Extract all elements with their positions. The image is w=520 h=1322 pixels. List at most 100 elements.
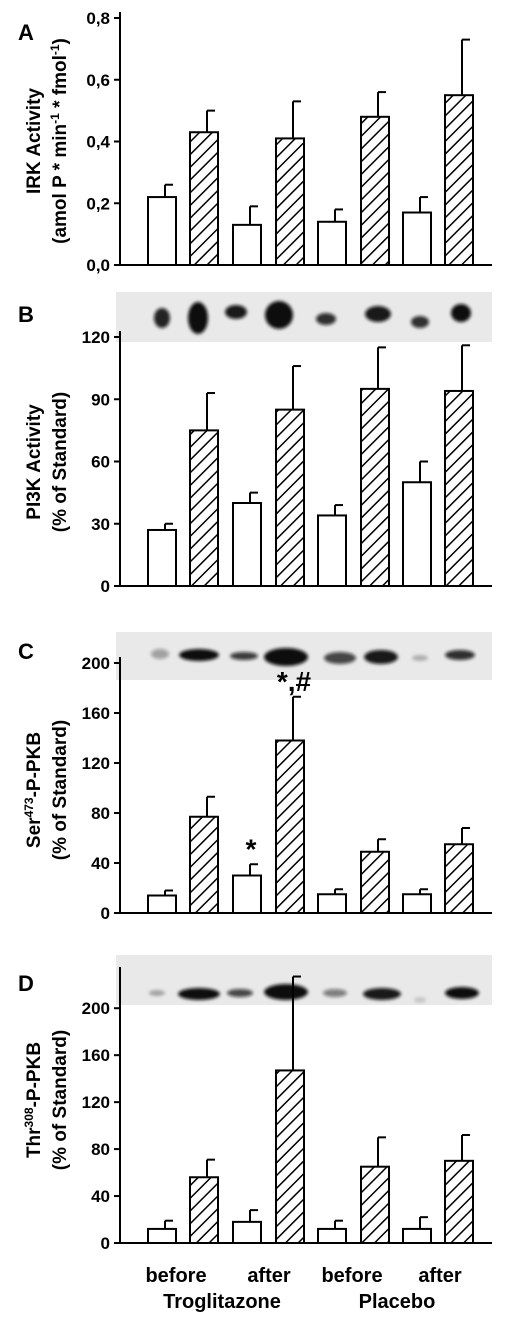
y-tick-label: 160 [82,1046,110,1065]
blot-band-7 [414,997,426,1003]
blot-band-6 [364,650,398,664]
bar-4 [275,739,305,914]
y-tick-label: 200 [82,654,110,673]
bar-3 [232,1220,262,1244]
blot-image-B [116,292,492,342]
y-tick-label: 80 [91,804,110,823]
bar-6 [360,387,390,587]
blot-background [116,292,492,342]
y-tick-label: 0 [101,904,110,923]
y-axis-label: IRK Activity (amol P * min-1 * fmol-1) [24,38,71,244]
y-tick-label: 200 [82,999,110,1018]
y-tick-label: 40 [91,1187,110,1206]
panel-A: A 0,0 0,2 0,4 0,6 0,8 IRK Activity (amol P * mi… [18,9,492,275]
x-label-before-troglitazone: before [145,1265,206,1287]
blot-band-4 [264,984,308,1000]
blot-image-D [116,955,492,1005]
blot-band-2 [178,988,220,1000]
panel-letter-D: D [18,971,34,996]
bar-5 [317,1227,347,1245]
bar-7 [402,481,432,587]
blot-band-3 [227,989,253,997]
blot-band-8 [445,987,479,999]
y-axis-label: Ser473-P-PKB (% of Standard) [22,720,71,860]
x-label-before-placebo: before [321,1265,382,1287]
bar-5 [317,220,347,266]
y-tick-label: 40 [91,854,110,873]
blot-band-5 [316,313,336,325]
bar-5 [317,514,347,588]
blot-band-1 [151,649,169,659]
blot-band-3 [225,305,247,319]
panel-B: B 0 30 60 90 120 PI3K Activity (% of Standard) [18,292,492,596]
y-tick-label: 120 [82,754,110,773]
bar-8 [444,1159,474,1244]
bar-1 [147,894,177,914]
y-tick-label: 120 [82,1093,110,1112]
y-tick-label: 0,2 [86,194,110,213]
y-tick-label: 0 [101,1234,110,1253]
y-tick-label: 60 [91,453,110,472]
bar-5 [317,893,347,914]
panels: A 0,0 0,2 0,4 0,6 0,8 IRK Activity (amol P * mi… [18,9,492,1253]
y-tick-label: 160 [82,704,110,723]
blot-band-6 [365,306,391,322]
blot-band-7 [411,316,429,328]
y-tick-label: 0,8 [86,9,110,28]
bar-7 [402,1227,432,1245]
bar-4 [275,408,305,587]
blot-band-4 [265,301,293,329]
bar-3 [232,874,262,914]
blot-band-2 [188,302,208,334]
bar-8 [444,843,474,914]
bar-1 [147,196,177,266]
bar-8 [444,389,474,588]
blot-band-7 [412,655,428,661]
y-tick-label: 120 [82,328,110,347]
panel-letter-A: A [18,20,34,45]
panel-C: C 0 40 80 120 160 200 Ser473-P-PKB (% of Standar… [18,632,492,923]
x-label-after-troglitazone: after [247,1265,291,1287]
bar-2 [189,429,219,587]
x-label-placebo: Placebo [359,1291,436,1313]
bar-2 [189,1176,219,1244]
bar-6 [360,1165,390,1245]
bar-7 [402,211,432,266]
blot-band-1 [149,990,165,996]
panel-letter-C: C [18,639,34,664]
bar-3 [232,223,262,267]
blot-band-3 [230,652,258,660]
blot-band-5 [324,652,356,664]
blot-band-4 [264,648,308,666]
y-tick-label: 30 [91,515,110,534]
blot-band-5 [323,989,347,997]
panel-D: D 0 40 80 120 160 200 Thr308-P-PKB (% of Standar… [18,955,492,1253]
blot-band-8 [451,304,471,322]
x-label-after-placebo: after [418,1265,462,1287]
bar-1 [147,528,177,587]
y-axis-label: PI3K Activity (% of Standard) [24,392,71,532]
blot-band-2 [179,649,219,661]
blot-background [116,955,492,1005]
bar-2 [189,131,219,266]
bar-7 [402,893,432,914]
y-tick-label: 90 [91,390,110,409]
blot-band-8 [445,650,475,660]
significance-marker: *,# [277,666,312,697]
y-tick-label: 80 [91,1140,110,1159]
y-tick-label: 0 [101,577,110,596]
blot-band-1 [154,308,170,328]
significance-marker: * [246,833,257,864]
y-tick-label: 0,4 [86,133,110,152]
x-axis-labels: before after before after Troglitazone P… [145,1265,461,1313]
bar-2 [189,815,219,914]
y-tick-label: 0,6 [86,71,110,90]
bar-1 [147,1227,177,1245]
y-axis-label: Thr308-P-PKB (% of Standard) [22,1030,71,1170]
bar-6 [360,115,390,266]
y-tick-label: 0,0 [86,256,110,275]
blot-image-C [116,632,492,680]
bar-4 [275,1069,305,1245]
blot-band-6 [363,988,401,1000]
